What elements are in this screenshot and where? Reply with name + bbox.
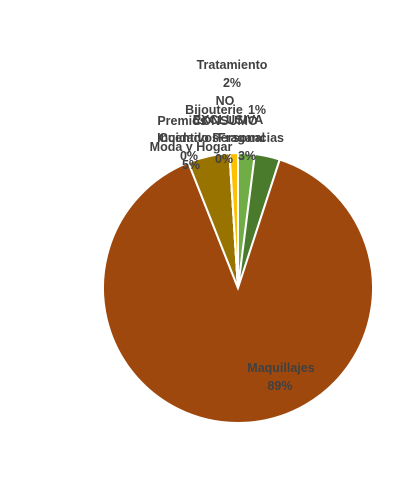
slice-label-maquillajes-name: Maquillajes (247, 361, 314, 375)
slice-label-premios-name: Premios (157, 114, 206, 128)
slice-label-tratamiento-value: 2% (223, 76, 241, 90)
slice-label-cuidado-personal-value: 0% (215, 152, 233, 166)
slice-label-fragancias-name: Fragancias (218, 131, 284, 145)
slice-label-moda-hogar-value: 5% (182, 158, 200, 172)
slice-label-maquillajes-value: 89% (267, 379, 292, 393)
pie-slice-maquillajes (102, 158, 374, 424)
slice-label-moda-hogar-name: Moda y Hogar (150, 140, 233, 154)
slice-label-premios-value: 0% (180, 149, 198, 163)
slice-label-fragancias-value: 3% (238, 149, 256, 163)
pie-slices (102, 151, 374, 424)
slice-label-no-exclusiva-name: NO (216, 94, 235, 108)
slice-label-tratamiento-name: Tratamiento (197, 58, 268, 72)
slice-label-bijouterie-name: Bijouterie (185, 103, 243, 117)
pie-slice-bijouterie (228, 151, 239, 289)
slice-label-no-exclusiva-name-2: EXCLUSIVA (193, 113, 264, 127)
slice-labels: Tratamiento 2% NO EXCLUSIVA Bijouterie 1… (150, 58, 315, 393)
slice-label-cuidado-personal-name: Cuidado Personal (159, 131, 265, 145)
slice-label-consumo-name: CONSUMO (192, 114, 258, 128)
slice-label-bijouterie-value: 1% (248, 103, 266, 117)
slice-label-incentivos-name: Incentivos (157, 131, 219, 145)
